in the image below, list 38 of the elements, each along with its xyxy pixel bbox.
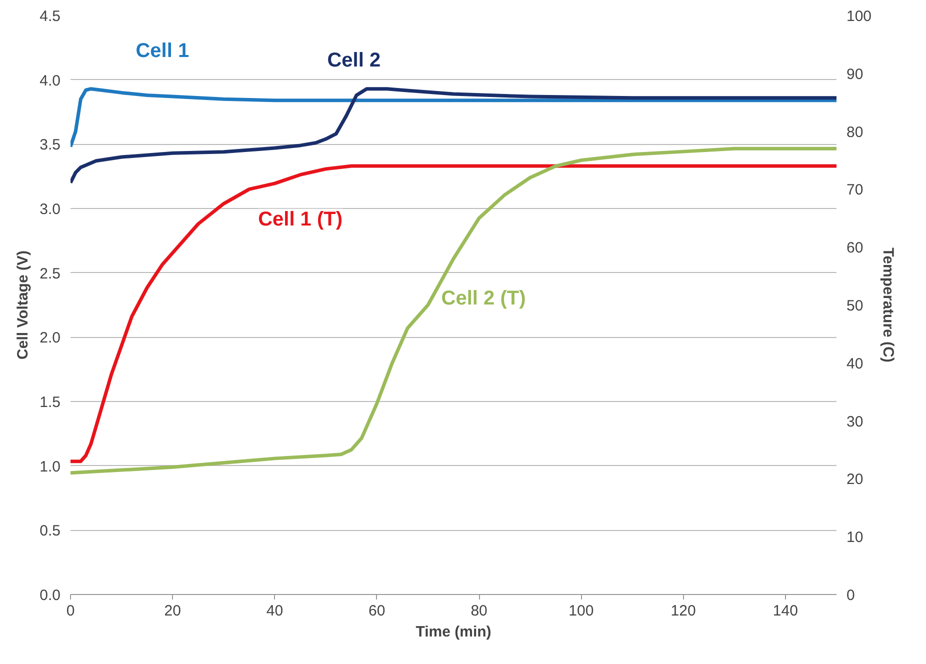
y-tick-label: 4.0 xyxy=(40,72,61,90)
series-label: Cell 2 xyxy=(327,49,381,72)
y2-tick-label: 80 xyxy=(846,124,864,141)
line-series xyxy=(70,87,836,148)
y-tick-label: 2.5 xyxy=(40,265,61,282)
x-tick-label: 0 xyxy=(66,602,75,620)
y2-tick-label: 50 xyxy=(846,298,864,314)
y-tick-label: 3.0 xyxy=(40,201,61,218)
x-tick-label: 80 xyxy=(470,602,488,620)
x-tick-label: 120 xyxy=(670,602,696,620)
x-tick-label: 20 xyxy=(164,602,181,620)
y2-tick-label: 20 xyxy=(846,471,864,488)
y-tick-label: 3.5 xyxy=(40,136,61,154)
series-label: Cell 2 (T) xyxy=(441,288,526,310)
series-label: Cell 1 (T) xyxy=(258,208,343,231)
series-label: Cell 1 xyxy=(136,40,190,62)
line-series xyxy=(70,87,836,185)
y2-tick-label: 100 xyxy=(846,8,872,25)
y2-tick-label: 10 xyxy=(846,529,864,546)
y2-tick-label: 40 xyxy=(846,355,864,372)
y2-tick-label: 70 xyxy=(846,182,864,199)
x-tick-label: 60 xyxy=(368,602,386,620)
x-tick-label: 100 xyxy=(568,602,594,620)
y2-tick-label: 60 xyxy=(846,240,864,257)
y-axis-title: Cell Voltage (V) xyxy=(14,250,32,360)
y2-axis-title: Temperature (C) xyxy=(880,248,897,362)
y-tick-label: 1.5 xyxy=(40,394,61,411)
y-tick-label: 2.0 xyxy=(40,330,61,347)
x-axis-title: Time (min) xyxy=(416,624,492,640)
y-tick-label: 0.0 xyxy=(40,587,61,604)
x-tick-label: 140 xyxy=(772,602,798,620)
x-tick-label: 40 xyxy=(266,602,284,620)
y2-tick-label: 30 xyxy=(846,413,864,430)
y2-tick-label: 0 xyxy=(846,587,855,604)
y-tick-label: 1.0 xyxy=(40,458,61,476)
y2-tick-label: 90 xyxy=(846,66,864,83)
y-tick-label: 0.5 xyxy=(40,522,61,540)
y-tick-label: 4.5 xyxy=(40,8,61,25)
